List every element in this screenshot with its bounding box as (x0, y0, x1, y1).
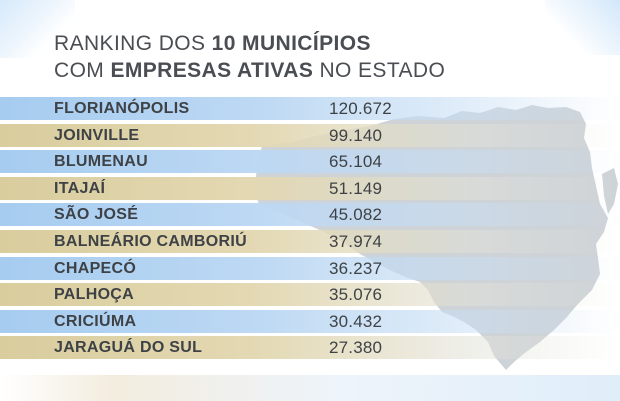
ranking-row: CHAPECÓ 36.237 (0, 256, 620, 280)
ranking-row: ITAJAÍ 51.149 (0, 176, 620, 200)
ranking-row: CRICIÚMA 30.432 (0, 309, 620, 333)
city-name: JARAGUÁ DO SUL (54, 339, 203, 357)
title-line-1: RANKING DOS 10 MUNICÍPIOS (54, 32, 371, 55)
company-count: 45.082 (329, 205, 383, 225)
page-title: RANKING DOS 10 MUNICÍPIOS COM EMPRESAS A… (54, 30, 445, 84)
company-count: 35.076 (329, 285, 383, 305)
city-name: JOINVILLE (54, 126, 140, 144)
company-count: 51.149 (329, 178, 383, 198)
company-count: 30.432 (329, 311, 383, 331)
ranking-list: FLORIANÓPOLIS 120.672 JOINVILLE 99.140 B… (0, 97, 620, 363)
corner-decoration-top-right (545, 0, 620, 55)
city-name: CHAPECÓ (54, 259, 137, 277)
ranking-row: FLORIANÓPOLIS 120.672 (0, 97, 620, 120)
city-name: CRICIÚMA (54, 312, 137, 330)
ranking-row: JARAGUÁ DO SUL 27.380 (0, 336, 620, 360)
company-count: 120.672 (329, 99, 392, 118)
company-count: 65.104 (329, 152, 383, 172)
city-name: SÃO JOSÉ (54, 206, 139, 224)
ranking-row: BALNEÁRIO CAMBORIÚ 37.974 (0, 229, 620, 253)
company-count: 36.237 (329, 258, 383, 278)
company-count: 37.974 (329, 231, 383, 251)
city-name: BALNEÁRIO CAMBORIÚ (54, 232, 247, 250)
title-line-2: COM EMPRESAS ATIVAS NO ESTADO (54, 59, 446, 82)
ranking-row: SÃO JOSÉ 45.082 (0, 203, 620, 227)
city-name: FLORIANÓPOLIS (54, 100, 190, 117)
city-name: PALHOÇA (54, 286, 135, 304)
company-count: 99.140 (329, 125, 383, 145)
corner-decoration-top-left (0, 0, 75, 58)
city-name: ITAJAÍ (54, 179, 106, 197)
ranking-row: JOINVILLE 99.140 (0, 123, 620, 147)
company-count: 27.380 (329, 338, 383, 358)
bottom-decoration-band (0, 375, 620, 401)
city-name: BLUMENAU (54, 153, 148, 171)
ranking-row: BLUMENAU 65.104 (0, 150, 620, 174)
ranking-row: PALHOÇA 35.076 (0, 283, 620, 307)
